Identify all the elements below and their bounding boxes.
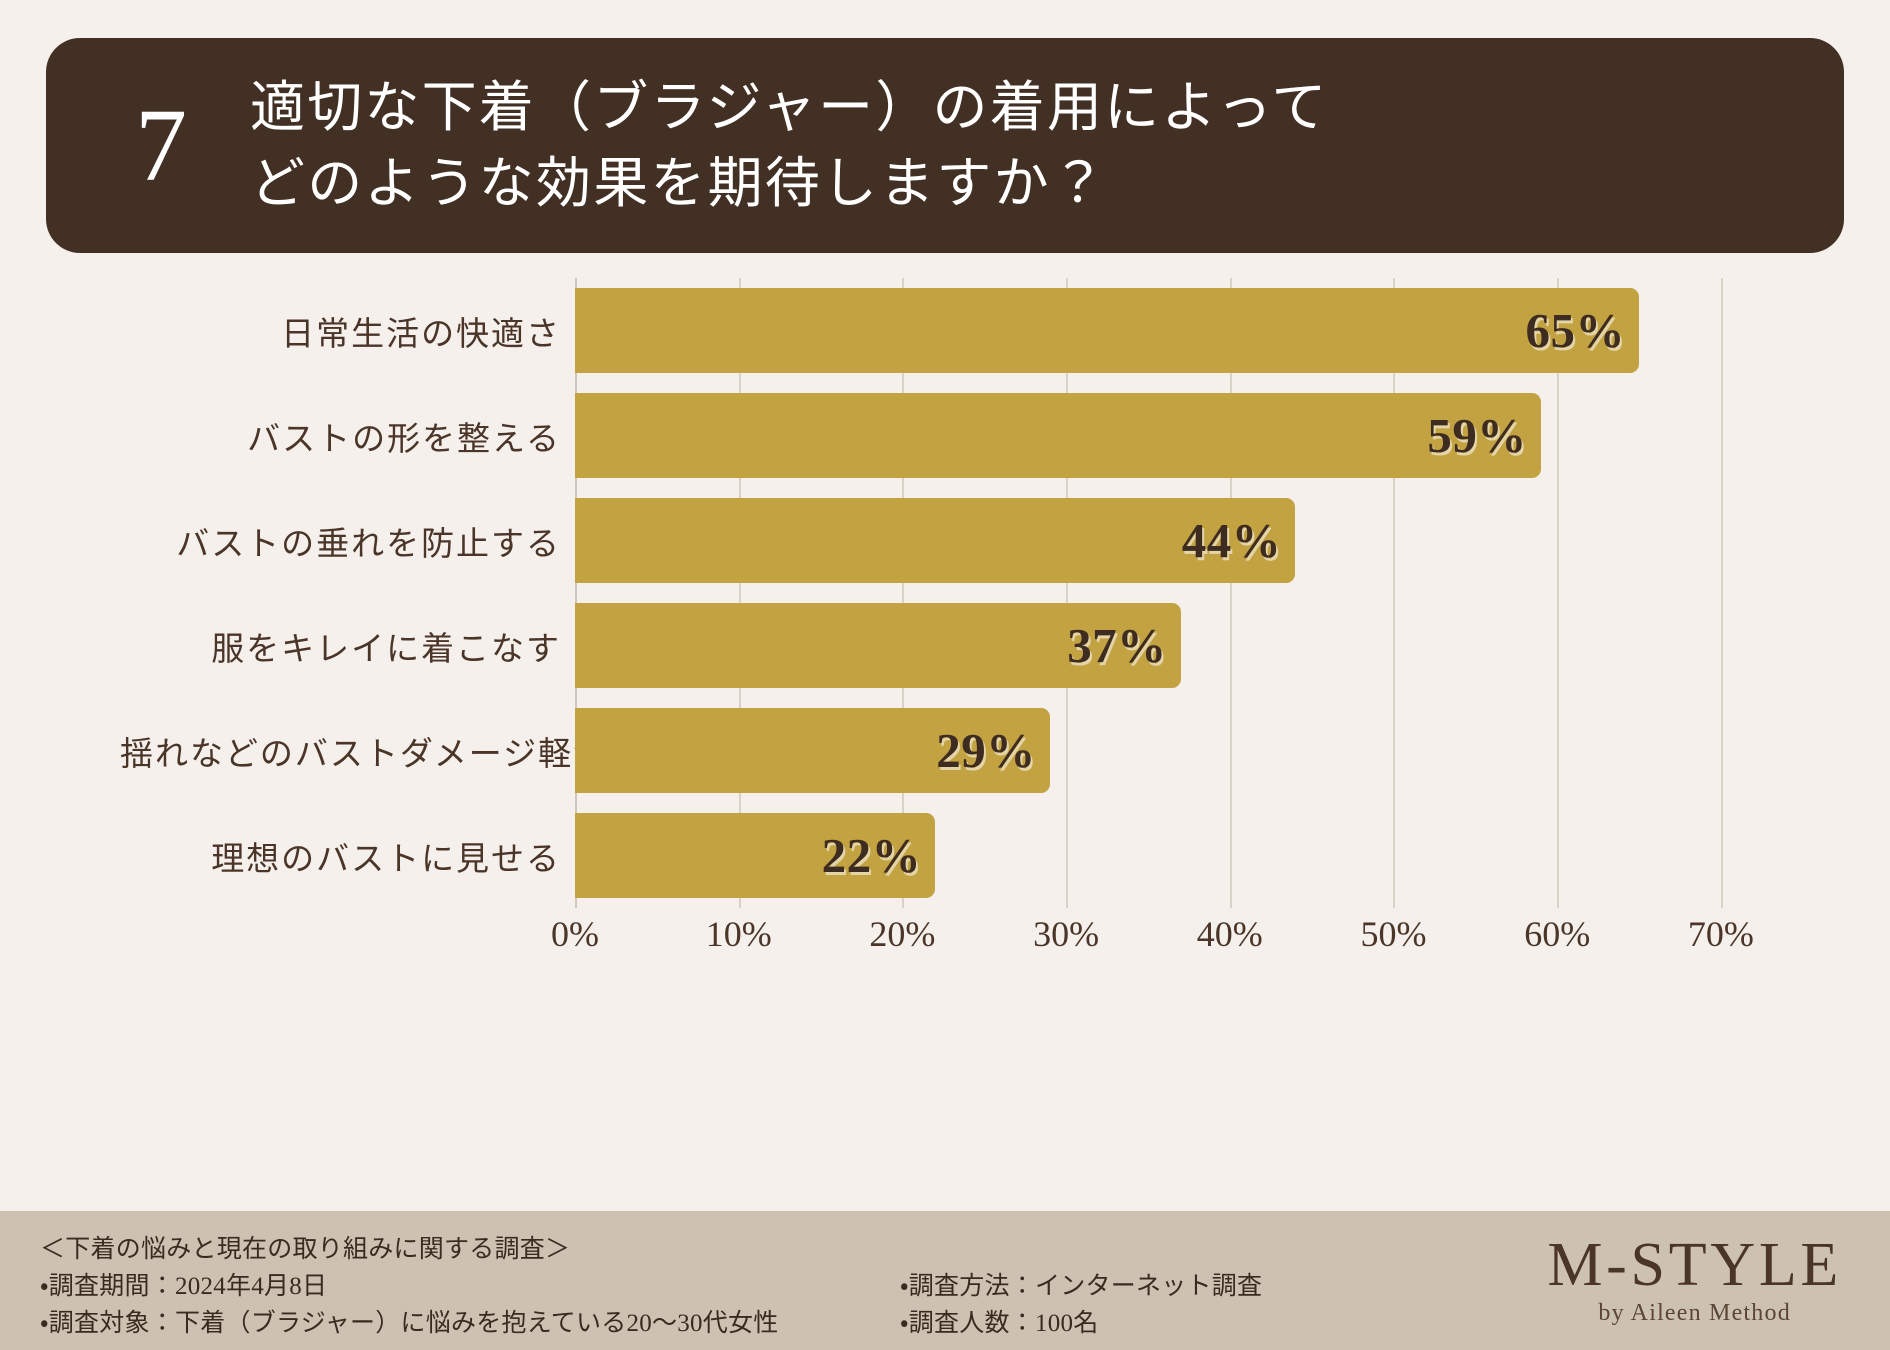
bar-track: 44% — [575, 488, 1770, 593]
bar-track: 29% — [575, 698, 1770, 803]
bar-track: 59% — [575, 383, 1770, 488]
bar-row[interactable]: 服をキレイに着こなす 37% — [120, 593, 1770, 698]
brand-logo-tagline: by Aileen Method — [1598, 1300, 1791, 1327]
survey-footer: ＜下着の悩みと現在の取り組みに関する調査＞ ・調査期間：2024年4月8日 ・調… — [0, 1211, 1890, 1350]
bar-value-label: 65% — [1525, 303, 1626, 358]
question-title-line-2: どのような効果を期待しますか？ — [250, 152, 1109, 214]
bar[interactable]: 44% — [575, 498, 1296, 583]
bar[interactable]: 29% — [575, 708, 1050, 793]
survey-title: ＜下着の悩みと現在の取り組みに関する調査＞ — [40, 1236, 571, 1263]
bar-value-label: 22% — [821, 828, 922, 883]
bar-track: 65% — [575, 278, 1770, 383]
question-title: 適切な下着（ブラジャー）の着用によって どのような効果を期待しますか？ — [236, 70, 1804, 222]
survey-meta-left: ＜下着の悩みと現在の取り組みに関する調査＞ ・調査期間：2024年4月8日 ・調… — [40, 1231, 779, 1342]
bar-row[interactable]: 理想のバストに見せる 22% — [120, 803, 1770, 908]
bar-track: 22% — [575, 803, 1770, 908]
bar-row[interactable]: バストの形を整える 59% — [120, 383, 1770, 488]
bar-row[interactable]: 日常生活の快適さ 65% — [120, 278, 1770, 383]
brand-logo-name: M-STYLE — [1547, 1231, 1842, 1299]
bar-value-label: 59% — [1427, 408, 1527, 463]
x-tick-label: 60% — [1524, 914, 1591, 954]
survey-method: ・調査方法：インターネット調査 — [900, 1273, 1263, 1300]
brand-logo: M-STYLE by Aileen Method — [1547, 1231, 1842, 1327]
bar-category-label: 服をキレイに着こなす — [211, 631, 561, 668]
bar-category-label: 理想のバストに見せる — [211, 841, 561, 878]
bar[interactable]: 65% — [575, 288, 1640, 373]
bar-track: 37% — [575, 593, 1770, 698]
bar-category-label: 揺れなどのバストダメージ軽減 — [120, 736, 609, 773]
question-title-line-1: 適切な下着（ブラジャー）の着用によって — [250, 76, 1329, 138]
bar-row[interactable]: 揺れなどのバストダメージ軽減 29% — [120, 698, 1770, 803]
x-tick-label: 40% — [1196, 914, 1263, 954]
bar-value-label: 44% — [1181, 513, 1282, 568]
x-tick-label: 20% — [869, 914, 936, 954]
bar-row[interactable]: バストの垂れを防止する 44% — [120, 488, 1770, 593]
x-tick-label: 30% — [1033, 914, 1100, 954]
survey-target: ・調査対象：下着（ブラジャー）に悩みを抱えている20〜30代女性 — [40, 1310, 779, 1337]
bar[interactable]: 22% — [575, 813, 936, 898]
survey-meta-right: ・調査方法：インターネット調査 ・調査人数：100名 — [900, 1268, 1262, 1342]
bar-category-label: 日常生活の快適さ — [281, 316, 561, 353]
x-tick-label: 10% — [705, 914, 772, 954]
bar-value-label: 37% — [1067, 618, 1167, 673]
chart-bar-rows: 日常生活の快適さ 65% バストの形を整える 59% バストの垂れを防止する 44% 服をキ… — [120, 278, 1770, 908]
chart-plot-container: 日常生活の快適さ 65% バストの形を整える 59% バストの垂れを防止する 44% 服をキ… — [120, 268, 1770, 988]
x-tick-label: 70% — [1687, 914, 1754, 954]
question-number: 7 — [135, 87, 187, 203]
x-tick-label: 0% — [551, 914, 599, 954]
bar[interactable]: 59% — [575, 393, 1541, 478]
survey-period: ・調査期間：2024年4月8日 — [40, 1273, 328, 1300]
x-tick-label: 50% — [1360, 914, 1427, 954]
bar-value-label: 29% — [936, 723, 1036, 778]
bar-category-label: バストの垂れを防止する — [176, 526, 561, 563]
bar[interactable]: 37% — [575, 603, 1181, 688]
bar-chart: 日常生活の快適さ 65% バストの形を整える 59% バストの垂れを防止する 44% 服をキ… — [0, 268, 1890, 988]
survey-sample-size: ・調査人数：100名 — [900, 1310, 1099, 1337]
question-header-band: 7 適切な下着（ブラジャー）の着用によって どのような効果を期待しますか？ — [46, 38, 1844, 253]
chart-x-axis: 0% 10% 20% 30% 40% 50% 60% 70% — [551, 913, 1770, 973]
bar-category-label: バストの形を整える — [247, 421, 561, 458]
